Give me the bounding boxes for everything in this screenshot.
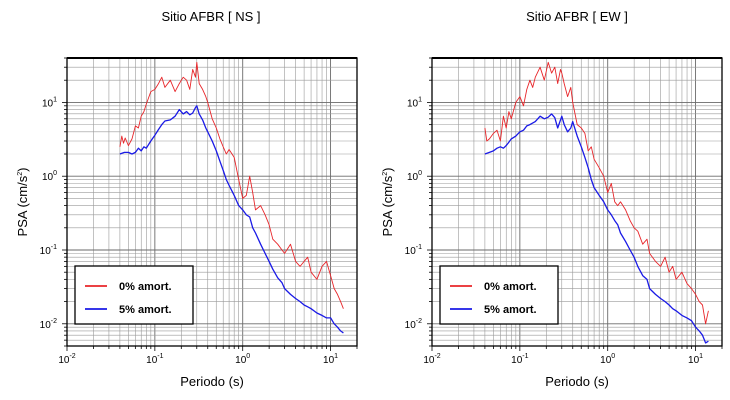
x-tick-base: 10	[600, 355, 612, 366]
y-tick-base: 10	[40, 320, 52, 331]
series-line-damped	[484, 113, 709, 344]
x-tick-base: 10	[688, 355, 700, 366]
legend: 0% amort. 5% amort.	[439, 265, 559, 325]
legend-box	[439, 265, 559, 325]
y-axis-label: PSA (cm/s2)	[15, 168, 30, 237]
x-tick-exponent: 1	[699, 353, 703, 360]
x-tick-label: 100	[235, 353, 250, 366]
y-axis-label-text: PSA (cm/s	[380, 175, 395, 236]
y-tick-exponent: 1	[53, 96, 57, 103]
x-tick-label: 100	[600, 353, 615, 366]
x-tick-label: 10-1	[511, 353, 528, 366]
x-tick-exponent: 1	[334, 353, 338, 360]
x-tick-base: 10	[423, 355, 435, 366]
x-tick-exponent: -1	[522, 353, 528, 360]
y-tick-exponent: 0	[53, 170, 57, 177]
y-tick-label: 10-1	[40, 244, 57, 257]
y-tick-label: 101	[42, 96, 57, 109]
y-tick-exponent: -2	[51, 318, 57, 325]
y-axis-label-end: )	[380, 168, 395, 172]
x-tick-label: 101	[323, 353, 338, 366]
y-tick-label: 10-1	[405, 244, 422, 257]
chart-title: Sitio AFBR [ EW ]	[526, 9, 628, 24]
y-tick-base: 10	[407, 172, 419, 183]
x-axis-label: Periodo (s)	[180, 374, 244, 389]
y-tick-base: 10	[405, 320, 417, 331]
series-line-damped	[119, 105, 344, 334]
x-tick-exponent: -2	[69, 353, 75, 360]
y-axis-label-exponent: 2	[382, 172, 389, 176]
y-tick-exponent: -1	[416, 244, 422, 251]
y-tick-label: 100	[42, 170, 57, 183]
tick-marks	[427, 57, 723, 351]
x-tick-label: 10-1	[146, 353, 163, 366]
x-tick-base: 10	[235, 355, 247, 366]
series-line-undamped	[484, 61, 709, 325]
y-tick-exponent: 1	[418, 96, 422, 103]
legend-label: 5% amort.	[119, 304, 172, 316]
x-tick-base: 10	[511, 355, 523, 366]
x-tick-label: 10-2	[423, 353, 440, 366]
y-tick-label: 10-2	[40, 318, 57, 331]
y-tick-exponent: -1	[51, 244, 57, 251]
x-tick-exponent: 0	[611, 353, 615, 360]
y-tick-base: 10	[42, 98, 54, 109]
tick-marks	[62, 57, 358, 351]
x-tick-base: 10	[146, 355, 158, 366]
y-axis-label: PSA (cm/s2)	[380, 168, 395, 237]
y-tick-base: 10	[405, 246, 417, 257]
x-axis-label: Periodo (s)	[545, 374, 609, 389]
legend-label: 0% amort.	[119, 281, 172, 293]
y-tick-base: 10	[40, 246, 52, 257]
x-tick-exponent: 0	[246, 353, 250, 360]
x-tick-base: 10	[58, 355, 70, 366]
x-tick-exponent: -1	[157, 353, 163, 360]
y-tick-label: 101	[407, 96, 422, 109]
legend-label: 0% amort.	[484, 281, 537, 293]
legend-label: 5% amort.	[484, 304, 537, 316]
y-tick-label: 10-2	[405, 318, 422, 331]
legend-box	[74, 265, 194, 325]
y-tick-label: 100	[407, 170, 422, 183]
y-axis-label-exponent: 2	[17, 172, 24, 176]
chart-title: Sitio AFBR [ NS ]	[162, 9, 261, 24]
y-axis-label-text: PSA (cm/s	[15, 175, 30, 236]
x-tick-label: 10-2	[58, 353, 75, 366]
y-tick-base: 10	[407, 98, 419, 109]
y-axis-label-end: )	[15, 168, 30, 172]
y-tick-exponent: 0	[418, 170, 422, 177]
legend: 0% amort. 5% amort.	[74, 265, 194, 325]
y-tick-exponent: -2	[416, 318, 422, 325]
x-tick-label: 101	[688, 353, 703, 366]
series-line-undamped	[119, 61, 344, 309]
y-tick-base: 10	[42, 172, 54, 183]
x-tick-base: 10	[323, 355, 335, 366]
x-tick-exponent: -2	[434, 353, 440, 360]
